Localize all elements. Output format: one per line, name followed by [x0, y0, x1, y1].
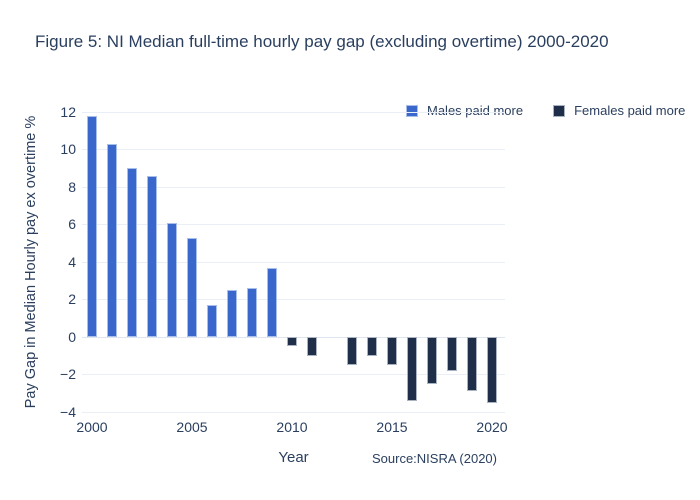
x-tick-label: 2005 [176, 419, 208, 435]
gridline [82, 374, 505, 375]
chart-title: Figure 5: NI Median full-time hourly pay… [35, 32, 609, 51]
gridline [82, 299, 505, 300]
bar-2016 [407, 337, 417, 401]
y-axis-ticks: 12 10 8 6 4 2 0 −2 −4 [34, 104, 76, 420]
y-tick-label: 12 [60, 103, 76, 120]
x-axis-title: Year [278, 449, 309, 466]
y-tick-label: 4 [68, 253, 76, 270]
bar-2002 [127, 168, 137, 337]
y-tick-label: 2 [68, 291, 76, 307]
y-tick-label: 6 [68, 216, 76, 232]
legend-label-males: Males paid more [427, 103, 524, 118]
plot-area [82, 111, 505, 413]
bar-2018 [447, 337, 457, 371]
bar-2008 [247, 288, 257, 337]
y-tick-label: 8 [68, 178, 76, 195]
bar-2006 [207, 305, 217, 337]
x-tick-label: 2010 [276, 419, 308, 435]
y-tick-label: 0 [68, 328, 76, 345]
bar-2019 [467, 337, 477, 392]
bar-2020 [487, 337, 497, 403]
y-tick-label: −2 [60, 366, 76, 382]
y-tick-label: 10 [60, 141, 76, 157]
bar-2010 [287, 337, 297, 347]
x-tick-label: 2000 [76, 419, 108, 435]
gridline [82, 261, 505, 263]
bar-2007 [227, 290, 237, 337]
gridline [82, 224, 505, 225]
gridline [82, 111, 505, 113]
bar-2004 [167, 222, 177, 337]
legend-item-males-paid-more[interactable]: Males paid more [406, 103, 523, 119]
legend-label-females: Females paid more [574, 103, 686, 118]
bar-2015 [387, 337, 397, 366]
bar-2013 [347, 337, 357, 366]
legend: Males paid more Females paid more [406, 103, 686, 119]
x-tick-label: 2020 [476, 419, 508, 435]
y-tick-label: −4 [60, 403, 76, 420]
x-tick-label: 2015 [376, 419, 408, 435]
x-axis-ticks: 2000 2005 2010 2015 2020 [76, 417, 507, 435]
bar-2009 [267, 267, 277, 337]
bar-2001 [107, 143, 117, 337]
source-annotation: Source:NISRA (2020) [371, 451, 497, 466]
bar-2000 [87, 115, 97, 337]
bar-2017 [427, 337, 437, 384]
gridline [82, 411, 505, 413]
gridline [82, 149, 505, 150]
bar-2003 [147, 175, 157, 337]
bar-2014 [367, 337, 377, 356]
legend-item-females-paid-more[interactable]: Females paid more [553, 103, 685, 119]
bar-2005 [187, 237, 197, 337]
females-legend-swatch-icon [553, 105, 566, 117]
gridline [82, 186, 505, 188]
bar-2011 [307, 337, 317, 356]
males-legend-swatch-icon [406, 105, 418, 117]
